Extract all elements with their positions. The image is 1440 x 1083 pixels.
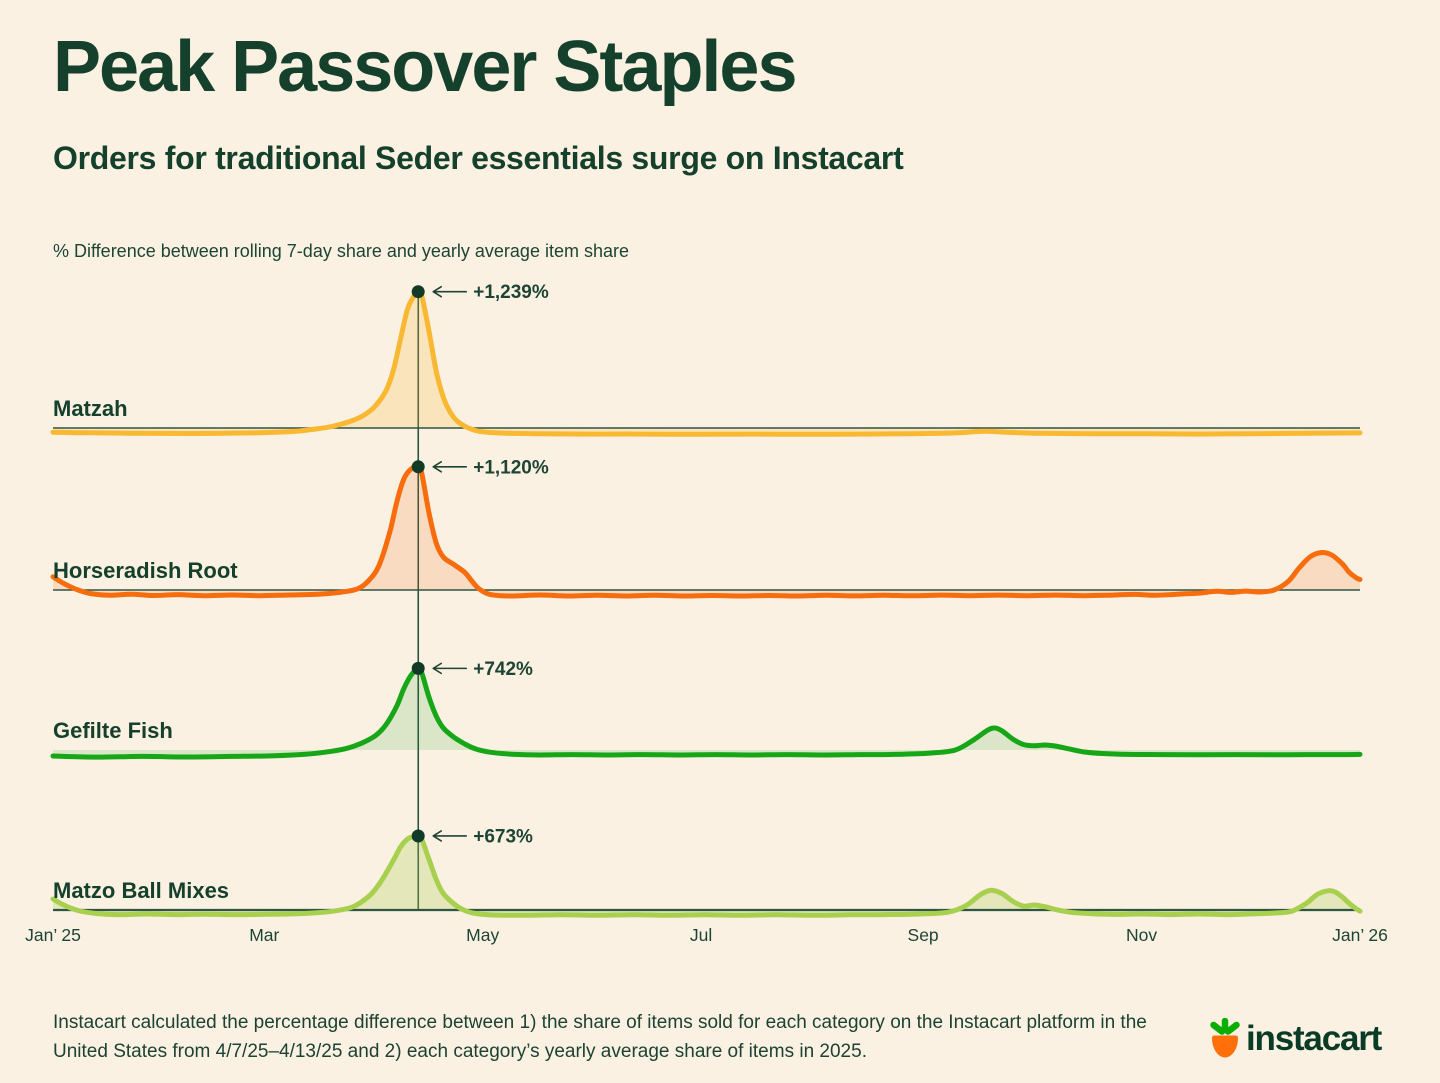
page-title: Peak Passover Staples bbox=[53, 27, 798, 107]
series-label: Matzo Ball Mixes bbox=[53, 878, 229, 903]
peak-marker bbox=[411, 460, 425, 474]
x-tick-may: May bbox=[466, 925, 499, 945]
series-fill bbox=[53, 835, 1360, 916]
x-tick-nov: Nov bbox=[1126, 925, 1157, 945]
x-tick-sep: Sep bbox=[908, 925, 939, 945]
peak-marker bbox=[411, 829, 425, 843]
x-tick-jan25: Jan’ 25 bbox=[25, 925, 81, 945]
left-arrow-icon bbox=[432, 830, 468, 842]
x-axis: Jan’ 25 Mar May Jul Sep Nov Jan’ 26 bbox=[25, 925, 1388, 945]
peak-marker bbox=[411, 661, 425, 675]
instacart-logo: instacart bbox=[1207, 1018, 1382, 1060]
series-matzo-ball-mixes: Matzo Ball Mixes +673% bbox=[50, 826, 1363, 918]
peak-marker bbox=[411, 285, 425, 299]
y-axis-note: % Difference between rolling 7-day share… bbox=[53, 241, 629, 261]
x-tick-jul: Jul bbox=[690, 925, 712, 945]
series-fill bbox=[53, 466, 1360, 597]
peak-value-label: +673% bbox=[473, 826, 533, 847]
left-arrow-icon bbox=[432, 461, 468, 473]
left-arrow-icon bbox=[432, 662, 468, 675]
series-line bbox=[50, 464, 1363, 599]
series-horseradish-root: Horseradish Root +1,120% bbox=[50, 457, 1363, 599]
page-subtitle: Orders for traditional Seder essentials … bbox=[53, 140, 904, 176]
series-matzah: Matzah +1,239% bbox=[50, 282, 1363, 437]
instacart-wordmark: instacart bbox=[1246, 1019, 1382, 1058]
left-arrow-icon bbox=[432, 285, 468, 298]
peak-value-label: +742% bbox=[473, 659, 533, 680]
series-fill bbox=[53, 668, 1360, 758]
series-line bbox=[50, 833, 1363, 918]
series-fill bbox=[53, 291, 1360, 435]
series-line bbox=[50, 288, 1363, 437]
methodology-note: Instacart calculated the percentage diff… bbox=[53, 1012, 1147, 1063]
carrot-icon bbox=[1210, 1018, 1240, 1058]
peak-value-label: +1,120% bbox=[473, 457, 549, 478]
series-label: Horseradish Root bbox=[53, 558, 238, 583]
series-label: Gefilte Fish bbox=[53, 718, 173, 743]
x-tick-jan26: Jan’ 26 bbox=[1332, 925, 1388, 945]
peak-value-label: +1,239% bbox=[473, 282, 549, 303]
series-label: Matzah bbox=[53, 396, 128, 421]
series-line bbox=[50, 665, 1363, 760]
series-gefilte-fish: Gefilte Fish +742% bbox=[50, 659, 1363, 760]
x-tick-mar: Mar bbox=[249, 925, 279, 945]
